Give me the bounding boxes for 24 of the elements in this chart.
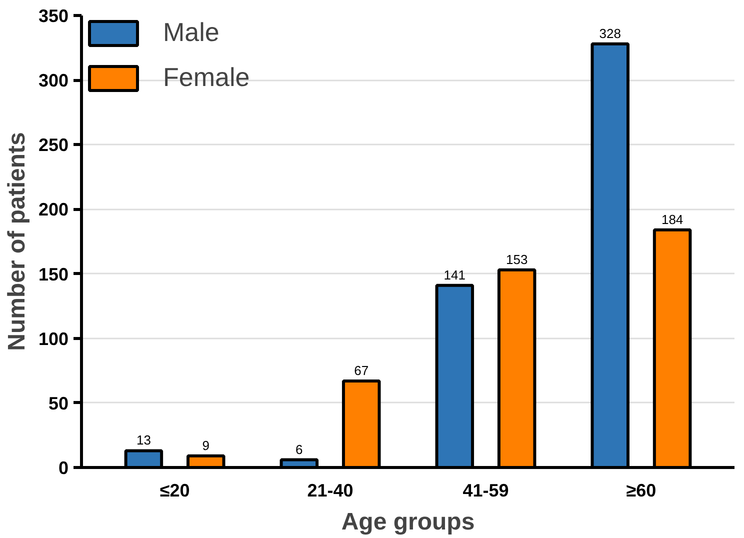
y-tick-label: 150 — [38, 264, 69, 284]
data-label: 141 — [444, 267, 466, 282]
data-label: 13 — [136, 432, 151, 448]
legend-label: Male — [163, 17, 220, 48]
x-axis-title: Age groups — [341, 508, 475, 536]
x-tick-label: ≤20 — [160, 480, 190, 500]
x-tick-label: 21-40 — [307, 480, 354, 500]
x-tick-label: ≥60 — [626, 480, 656, 500]
y-tick-label: 250 — [38, 135, 69, 156]
data-label: 9 — [202, 438, 210, 453]
y-axis-title: Number of patients — [3, 132, 30, 351]
legend-label: Female — [163, 62, 250, 93]
data-label: 184 — [661, 212, 684, 227]
data-label: 6 — [296, 442, 303, 457]
data-label: 153 — [506, 252, 528, 267]
y-tick-label: 50 — [48, 393, 69, 414]
data-label: 67 — [354, 362, 369, 378]
y-tick-label: 200 — [38, 200, 69, 220]
y-tick-label: 0 — [58, 458, 69, 478]
x-tick-label: 41-59 — [462, 480, 509, 500]
y-tick-label: 300 — [38, 70, 69, 91]
y-tick-label: 350 — [38, 6, 69, 26]
data-label: 328 — [599, 26, 621, 41]
y-tick-label: 100 — [38, 328, 69, 349]
